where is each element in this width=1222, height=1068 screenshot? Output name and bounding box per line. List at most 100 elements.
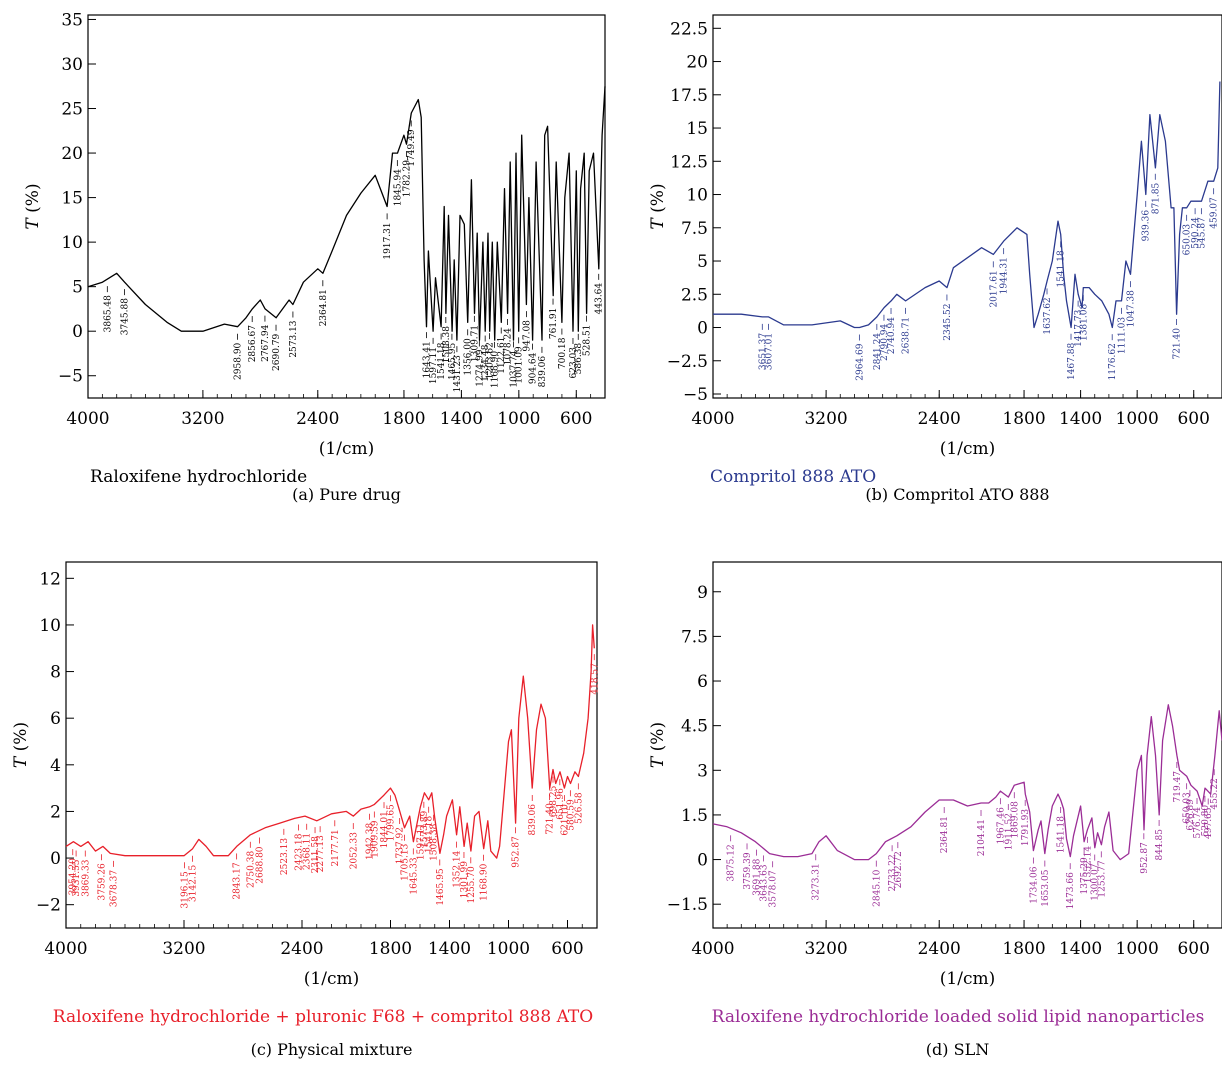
peak-label: 1122.61 — [497, 337, 507, 374]
peak-label: 1737.92 — [396, 827, 406, 864]
peak-label: 1734.06 — [1029, 866, 1039, 903]
peak-label: 586.38 — [574, 343, 584, 375]
y-tick-label: 2.5 — [681, 285, 708, 305]
x-tick-label: 4000 — [691, 939, 734, 959]
y-tick-label: 20 — [686, 53, 708, 73]
peak-label: 1037.74 — [509, 350, 519, 387]
x-tick-label: 4000 — [691, 409, 734, 429]
x-tick-label: 1400 — [440, 409, 483, 429]
x-tick-label: 1400 — [428, 939, 471, 959]
peak-label: 2688.80 — [255, 846, 265, 883]
x-tick-label: 1000 — [487, 939, 530, 959]
x-tick-label: 600 — [551, 939, 583, 959]
peak-label: 2841.24 — [873, 333, 883, 370]
x-tick-label: 1000 — [1116, 409, 1159, 429]
peak-label: 1047.38 — [1126, 290, 1136, 327]
peak-label: 580.59 — [566, 799, 576, 831]
peak-label: 497.65 — [1204, 807, 1214, 839]
peak-label: 2368.11 — [303, 833, 313, 870]
peak-label: 2364.81 — [319, 289, 329, 326]
y-tick-label: 4.5 — [681, 717, 708, 737]
peak-label: 2790.94 — [880, 323, 890, 360]
y-tick-label: −2.5 — [667, 352, 708, 372]
y-tick-label: −1.5 — [667, 895, 708, 915]
y-tick-label: 0 — [697, 319, 708, 339]
peak-label: 3651.37 — [758, 333, 768, 370]
y-tick-label: 8 — [50, 663, 61, 683]
peak-label: 1845.94 — [393, 169, 403, 206]
y-tick-label: −2 — [36, 896, 61, 916]
panel-3: 4000 3200 2400 1800 1400 1000 600 −1.5 0 1.5 3 4.5 6… — [648, 561, 1222, 1059]
y-tick-label: 1.5 — [681, 806, 708, 826]
peak-label: 939.36 — [1142, 210, 1152, 242]
peak-label: 1791.93 — [1021, 809, 1031, 846]
peak-label: 1300.07 — [1091, 863, 1101, 900]
series-legend-label: Raloxifene hydrochloride — [90, 467, 307, 487]
peak-label: 590.24 — [1191, 217, 1201, 249]
y-tick-label: 10 — [686, 186, 708, 206]
peak-label: 2638.71 — [901, 317, 911, 354]
y-tick-label: 35 — [61, 10, 83, 30]
y-tick-label: 10 — [39, 616, 61, 636]
peak-label: 3759.26 — [98, 863, 108, 900]
panel-0: 4000 3200 2400 1800 1400 1000 600 −5 0 5 10 15 20 25 3… — [23, 10, 606, 504]
x-tick-label: 2400 — [918, 939, 961, 959]
peak-label: 1301.99 — [460, 861, 470, 898]
x-tick-label: 1800 — [382, 409, 425, 429]
peak-label: 1508.38 — [430, 823, 440, 860]
spectrum-line — [87, 86, 606, 341]
peak-label: 1911.52 — [1004, 813, 1014, 850]
peak-label: 1597.11 — [416, 823, 426, 860]
panel-2: 4000 3200 2400 1800 1400 1000 600 −2 0 2 4 6 8 10 12 (1… — [11, 561, 600, 1059]
peak-label: 1541.18 — [1057, 250, 1067, 287]
peak-label: 2750.38 — [246, 851, 256, 888]
peak-label: 1001.09 — [515, 346, 525, 383]
peak-label: 2733.22 — [888, 854, 898, 891]
x-axis-label: (1/cm) — [940, 969, 995, 989]
peak-label: 1431.23 — [453, 355, 463, 392]
peak-label: 626.89 — [1186, 799, 1196, 831]
peak-label: 443.64 — [595, 283, 605, 315]
y-axis-label-unit: (%) — [648, 722, 668, 751]
y-tick-label: 10 — [61, 233, 83, 253]
y-axis-label: T (%) — [23, 183, 43, 229]
y-tick-label: 6 — [50, 709, 61, 729]
peak-label: 1356.00 — [464, 338, 474, 375]
x-tick-label: 4000 — [66, 409, 109, 429]
peak-label: 2177.71 — [331, 829, 341, 866]
y-tick-label: 5 — [72, 278, 83, 298]
peak-label: 1176.62 — [1108, 343, 1118, 380]
peak-label: 2856.67 — [248, 325, 258, 362]
peak-label: 719.47 — [1173, 771, 1183, 803]
y-tick-label: −5 — [58, 367, 83, 387]
y-tick-label: 15 — [61, 189, 83, 209]
peak-label: 3142.15 — [189, 864, 199, 901]
y-tick-label: 20 — [61, 144, 83, 164]
y-axis-label: T (%) — [648, 183, 668, 229]
peak-label: 1705.13 — [400, 843, 410, 880]
peak-label: 2052.33 — [349, 832, 359, 869]
peak-label: 2523.13 — [280, 838, 290, 875]
peak-label: 650.03 — [1183, 224, 1193, 256]
y-axis-label-symbol: T — [648, 751, 668, 768]
y-axis-label-unit: (%) — [648, 183, 668, 212]
x-tick-label: 1400 — [1059, 409, 1102, 429]
x-tick-label: 3200 — [162, 939, 205, 959]
spectrum-line — [713, 81, 1221, 329]
peak-label: 651.96 — [556, 788, 566, 820]
x-axis-label: (1/cm) — [319, 439, 374, 459]
peak-label: 2964.69 — [855, 343, 865, 380]
y-tick-label: 0 — [72, 322, 83, 342]
x-tick-label: 600 — [1177, 409, 1209, 429]
peak-label: 2958.90 — [234, 342, 244, 379]
x-tick-label: 3200 — [804, 939, 847, 959]
peak-label: 621.10 — [560, 804, 570, 836]
peak-label: 1782.29 — [402, 160, 412, 197]
y-axis-label-unit: (%) — [11, 722, 31, 751]
peak-label: 3759.39 — [743, 852, 753, 889]
y-axis-label-symbol: T — [23, 213, 43, 230]
peak-label: 1168.90 — [480, 863, 490, 900]
spectrum-line — [65, 624, 595, 859]
peak-label: 1573.89 — [420, 811, 430, 848]
peak-label: 1541.18 — [437, 342, 447, 379]
